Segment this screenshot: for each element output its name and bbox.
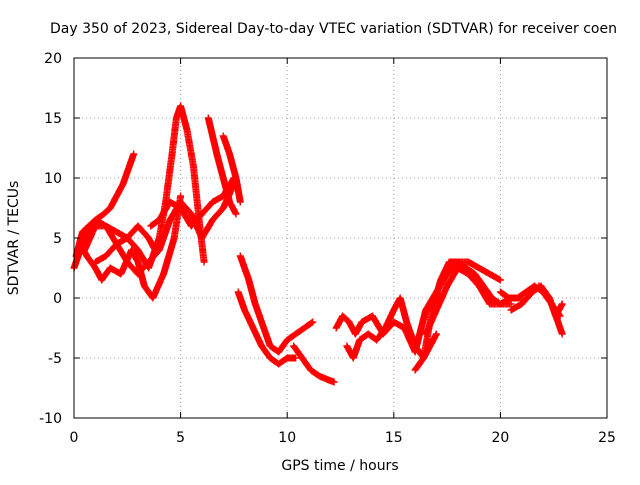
data-series bbox=[236, 252, 317, 356]
data-series bbox=[535, 282, 566, 338]
x-tick-label: 10 bbox=[278, 430, 296, 446]
data-series bbox=[81, 180, 238, 278]
y-tick-label: 10 bbox=[44, 171, 62, 187]
y-tick-label: 0 bbox=[53, 291, 62, 307]
data-series bbox=[72, 150, 138, 260]
x-axis-label: GPS time / hours bbox=[281, 458, 398, 474]
x-tick-label: 25 bbox=[598, 430, 616, 446]
data-series bbox=[70, 102, 208, 272]
series-markers bbox=[535, 282, 566, 338]
series-markers bbox=[91, 222, 159, 266]
x-tick-label: 20 bbox=[491, 430, 509, 446]
y-tick-label: -5 bbox=[48, 351, 62, 367]
series-markers bbox=[70, 102, 208, 272]
data-series bbox=[290, 342, 338, 386]
y-tick-label: 20 bbox=[44, 51, 62, 67]
data-marks bbox=[70, 102, 566, 386]
series-markers bbox=[204, 114, 240, 218]
x-tick-label: 0 bbox=[70, 430, 79, 446]
data-series bbox=[204, 114, 240, 218]
data-series bbox=[234, 288, 300, 368]
series-markers bbox=[81, 180, 238, 278]
gridlines bbox=[74, 58, 607, 418]
series-markers bbox=[236, 252, 317, 356]
y-tick-label: 5 bbox=[53, 231, 62, 247]
series-markers bbox=[290, 342, 338, 386]
axis-ticks: 0 5 10 15 20 25 -10 -5 0 5 10 15 20 bbox=[39, 51, 616, 446]
y-axis-label: SDTVAR / TECUs bbox=[6, 181, 22, 296]
x-tick-label: 15 bbox=[385, 430, 403, 446]
data-series bbox=[219, 132, 244, 206]
chart-title: Day 350 of 2023, Sidereal Day-to-day VTE… bbox=[50, 21, 617, 37]
y-tick-label: 15 bbox=[44, 111, 62, 127]
x-tick-label: 5 bbox=[176, 430, 185, 446]
plot-frame bbox=[73, 57, 608, 419]
data-series bbox=[91, 222, 159, 266]
series-markers bbox=[219, 132, 244, 206]
data-series bbox=[422, 264, 526, 338]
series-markers bbox=[234, 288, 300, 368]
y-tick-label: -10 bbox=[39, 411, 62, 427]
series-markers bbox=[422, 264, 526, 338]
series-markers bbox=[72, 150, 138, 260]
